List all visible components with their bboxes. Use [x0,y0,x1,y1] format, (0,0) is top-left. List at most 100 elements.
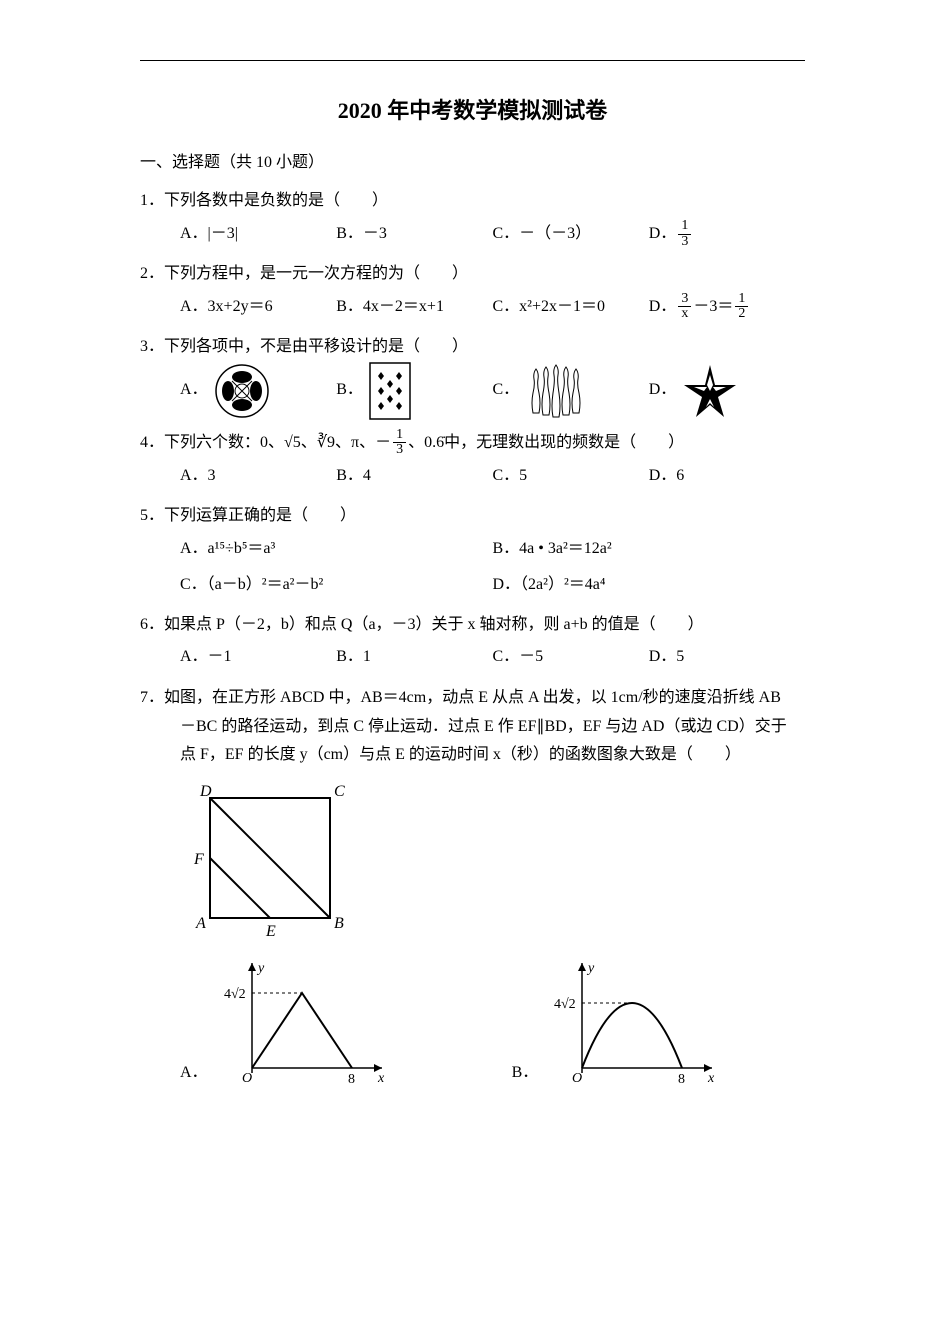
q5-opt-c: C．（a－b）²＝a²－b² [180,567,493,603]
fraction-icon: 13 [393,428,406,458]
q7-line2: －BC 的路径运动，到点 C 停止运动．过点 E 作 EF∥BD，EF 与边 A… [180,713,805,742]
q4-stem: 4．下列六个数：0、√5、∛9、π、－13、0.6̇中，无理数出现的频数是（ ） [140,428,805,458]
question-3: 3．下列各项中，不是由平移设计的是（ ） A． B． [140,333,805,420]
q2-stem: 2．下列方程中，是一元一次方程的为（ ） [140,260,805,289]
q7-graph-options: A． 4√2 8 O y x B． [180,958,805,1088]
y-axis: y [256,961,265,976]
label-C: C [334,783,345,800]
question-7: 7．如图，在正方形 ABCD 中，AB＝4cm，动点 E 从点 A 出发，以 1… [140,684,805,1088]
q3-opt-a: A． [180,363,336,419]
q3-opt-c: C． [493,363,649,419]
frac-num: 1 [678,219,691,235]
q6-opt-d: D．5 [649,640,805,676]
q4-dot6: 6̇ [436,434,444,451]
question-6: 6．如果点 P（－2，b）和点 Q（a，－3）关于 x 轴对称，则 a+b 的值… [140,611,805,676]
q4-post: 中，无理数出现的频数是（ ） [444,434,684,451]
q1-opt-c: C．－（－3） [493,216,649,252]
q2-opt-b: B．4x－2＝x+1 [336,289,492,325]
q4-s1: 、 [301,434,317,451]
question-2: 2．下列方程中，是一元一次方程的为（ ） A．3x+2y＝6 B．4x－2＝x+… [140,260,805,325]
xlabel: 8 [348,1072,355,1087]
label-E: E [265,923,276,940]
q1-stem: 1．下列各数中是负数的是（ ） [140,187,805,216]
q3-b-label: B． [336,376,363,405]
q4-opt-a: A．3 [180,458,336,494]
frac-den: 3 [393,443,406,458]
q3-opt-d: D． [649,363,805,419]
question-5: 5．下列运算正确的是（ ） A．a¹⁵÷b⁵＝a³ B．4a • 3a²＝12a… [140,502,805,603]
q3-c-label: C． [493,376,520,405]
frac-num: 1 [393,428,406,444]
q5-stem: 5．下列运算正确的是（ ） [140,502,805,531]
x-axis: x [707,1071,715,1086]
label-B: B [334,915,344,932]
q4-opt-b: B．4 [336,458,492,494]
q2-d-mid: －3＝ [693,293,733,322]
frac-num: 1 [735,292,748,308]
q5-opt-d: D．（2a²）²＝4a⁴ [493,567,806,603]
q4-opt-c: C．5 [493,458,649,494]
q6-options: A．－1 B．1 C．－5 D．5 [180,640,805,676]
horizontal-rule [140,60,805,61]
q7-b-label: B． [512,1059,539,1088]
q2-opt-c: C．x²+2x－1＝0 [493,289,649,325]
q7-opt-a: A． 4√2 8 O y x [180,958,392,1088]
q3-opt-b: B． [336,362,492,420]
q1-d-label: D． [649,220,677,249]
q3-stem: 3．下列各项中，不是由平移设计的是（ ） [140,333,805,362]
xlabel: 8 [678,1072,685,1087]
ylabel: 4√2 [554,997,576,1012]
q4-s2: 、π、－ [335,434,391,451]
q5-options: A．a¹⁵÷b⁵＝a³ B．4a • 3a²＝12a² C．（a－b）²＝a²－… [180,531,805,603]
frac-den: x [678,307,691,322]
x-axis: x [377,1071,385,1086]
question-4: 4．下列六个数：0、√5、∛9、π、－13、0.6̇中，无理数出现的频数是（ ）… [140,428,805,494]
q2-options: A．3x+2y＝6 B．4x－2＝x+1 C．x²+2x－1＝0 D． 3 x … [180,289,805,325]
q7-line1: 7．如图，在正方形 ABCD 中，AB＝4cm，动点 E 从点 A 出发，以 1… [140,684,805,713]
q3-options: A． B． [180,362,805,420]
q4-options: A．3 B．4 C．5 D．6 [180,458,805,494]
q4-s3: 、0. [408,434,436,451]
section-header: 一、选择题（共 10 小题） [140,149,805,178]
fraction-icon: 1 2 [735,292,748,322]
frac-num: 3 [678,292,691,308]
graph-triangle-icon: 4√2 8 O y x [222,958,392,1088]
q7-opt-b: B． 4√2 8 O y x [512,958,723,1088]
page-title: 2020 年中考数学模拟测试卷 [140,91,805,131]
q2-opt-a: A．3x+2y＝6 [180,289,336,325]
frac-den: 3 [678,235,691,250]
label-A: A [195,915,206,932]
playing-card-icon [369,362,411,420]
q1-opt-a: A．|－3| [180,216,336,252]
q7-square-diagram: D C A B F E [180,778,805,948]
graph-parabola-icon: 4√2 8 O y x [552,958,722,1088]
q3-a-label: A． [180,376,208,405]
fraction-icon: 3 x [678,292,691,322]
q6-stem: 6．如果点 P（－2，b）和点 Q（a，－3）关于 x 轴对称，则 a+b 的值… [140,611,805,640]
q5-opt-b: B．4a • 3a²＝12a² [493,531,806,567]
q1-options: A．|－3| B．－3 C．－（－3） D． 1 3 [180,216,805,252]
q3-d-label: D． [649,376,677,405]
frac-den: 2 [735,307,748,322]
label-D: D [199,783,212,800]
q4-sqrt5: √5 [284,434,301,451]
q5-opt-a: A．a¹⁵÷b⁵＝a³ [180,531,493,567]
q6-opt-b: B．1 [336,640,492,676]
ylabel: 4√2 [224,987,246,1002]
origin: O [242,1071,252,1086]
y-axis: y [586,961,595,976]
bowling-pins-icon [525,363,585,419]
q7-line3: 点 F，EF 的长度 y（cm）与点 E 的运动时间 x（秒）的函数图象大致是（… [180,741,805,770]
q1-opt-b: B．－3 [336,216,492,252]
label-F: F [193,851,204,868]
star-icon [682,363,738,419]
q4-pre: 4．下列六个数：0、 [140,434,284,451]
pattern-circles-icon [214,363,270,419]
q4-opt-d: D．6 [649,458,805,494]
fraction-icon: 1 3 [678,219,691,249]
q7-a-label: A． [180,1059,208,1088]
q6-opt-c: C．－5 [493,640,649,676]
q6-opt-a: A．－1 [180,640,336,676]
q4-cbrt9: ∛9 [317,434,335,451]
q2-opt-d: D． 3 x －3＝ 1 2 [649,289,805,325]
